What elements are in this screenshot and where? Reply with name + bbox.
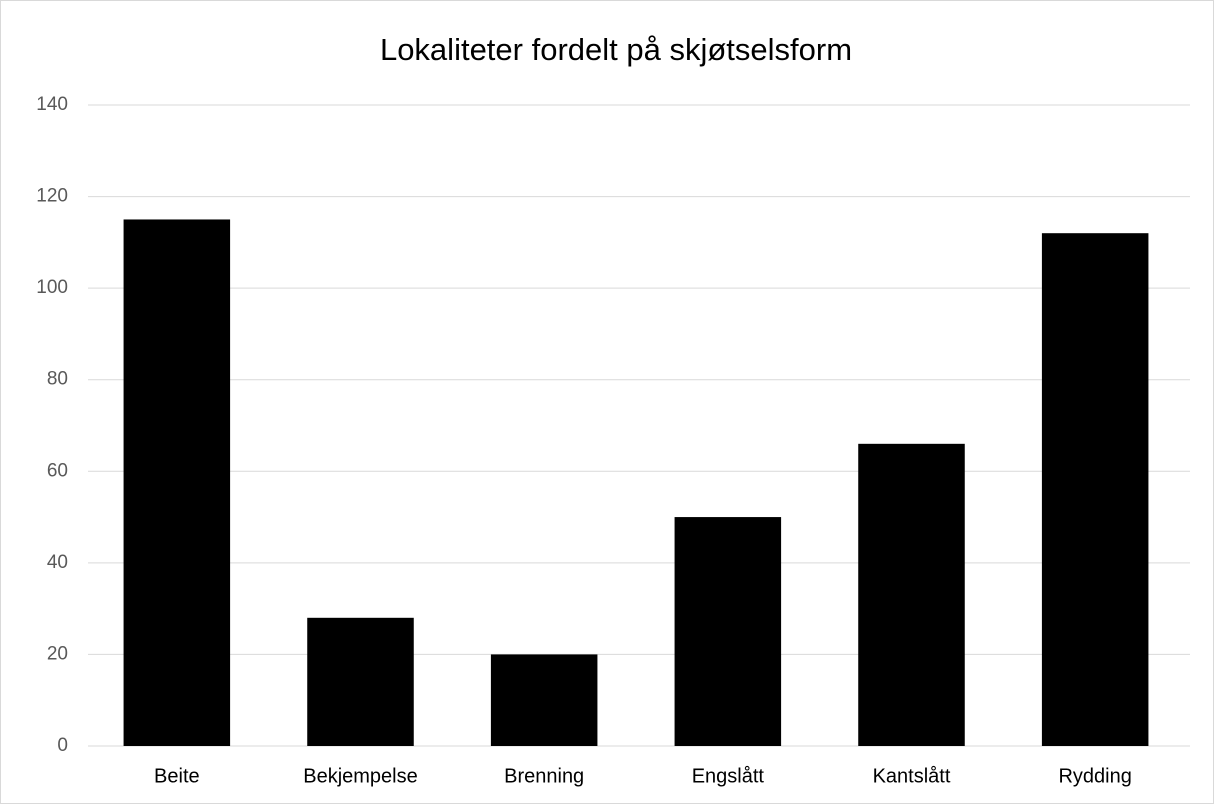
chart-title: Lokaliteter fordelt på skjøtselsform <box>380 32 852 67</box>
x-tick-label: Brenning <box>504 765 584 787</box>
y-tick-label: 140 <box>36 94 68 115</box>
y-tick-label: 40 <box>47 552 68 573</box>
y-tick-label: 60 <box>47 460 68 481</box>
y-tick-label: 0 <box>57 735 68 756</box>
bar <box>307 617 414 746</box>
x-tick-label: Bekjempelse <box>303 765 418 787</box>
y-tick-label: 80 <box>47 369 68 390</box>
bar <box>674 517 782 746</box>
y-tick-label: 20 <box>47 643 68 664</box>
x-tick-label: Engslått <box>692 765 765 787</box>
x-tick-label: Beite <box>154 765 200 787</box>
bar <box>490 654 598 746</box>
x-tick-label: Rydding <box>1058 765 1131 787</box>
x-tick-label: Kantslått <box>873 765 951 787</box>
bar <box>123 219 231 746</box>
y-tick-label: 120 <box>36 186 68 207</box>
y-tick-label: 100 <box>36 277 68 298</box>
bar <box>858 443 965 746</box>
bar <box>1041 233 1149 746</box>
